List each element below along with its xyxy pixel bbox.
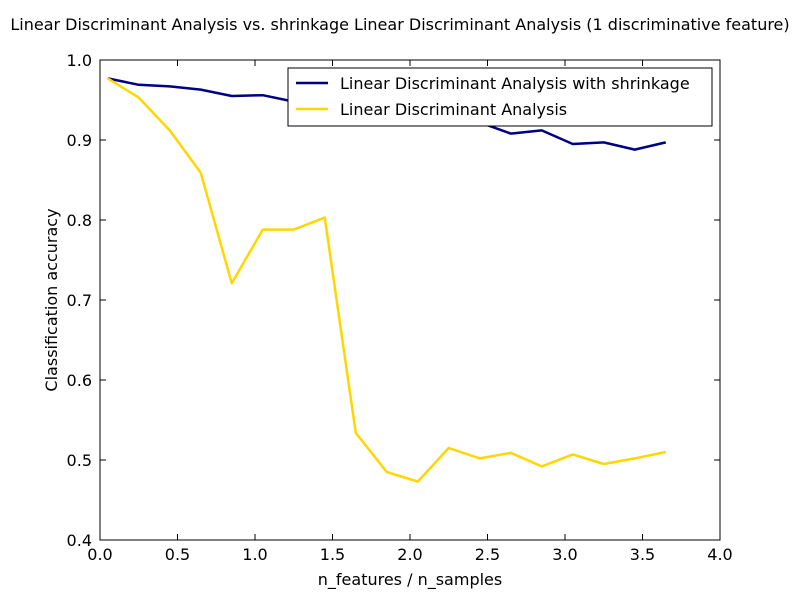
series-line-2 [107,77,667,483]
x-tick-label: 2.5 [475,545,500,564]
chart-title: Linear Discriminant Analysis vs. shrinka… [10,15,789,34]
x-tick-label: 3.5 [630,545,655,564]
legend-box [287,67,713,127]
x-tick-label: 1.5 [320,545,345,564]
x-axis-label: n_features / n_samples [318,570,502,590]
y-tick-label: 0.5 [67,451,92,470]
axis-ticks: 0.0 0.5 1.0 1.5 2.0 2.5 3.0 3.5 4.0 0.4 0.5 0.6 0.7 0… [67,51,733,564]
legend-label-2: Linear Discriminant Analysis [340,100,567,119]
plot-marks [107,77,667,483]
y-tick-label: 1.0 [67,51,92,70]
y-tick-label: 0.6 [67,371,92,390]
y-tick-label: 0.8 [67,211,92,230]
y-tick-label: 0.7 [67,291,92,310]
x-tick-label: 0.5 [165,545,190,564]
legend: Linear Discriminant Analysis with shrink… [287,67,713,127]
y-tick-label: 0.9 [67,131,92,150]
legend-label-1: Linear Discriminant Analysis with shrink… [340,74,690,93]
x-tick-label: 2.0 [397,545,422,564]
x-tick-label: 4.0 [707,545,732,564]
x-tick-label: 0.0 [87,545,112,564]
y-axis-label: Classification accuracy [42,208,61,391]
x-tick-label: 1.0 [242,545,267,564]
y-tick-label: 0.4 [67,531,92,550]
plot-frame [99,59,721,541]
x-tick-label: 3.0 [552,545,577,564]
